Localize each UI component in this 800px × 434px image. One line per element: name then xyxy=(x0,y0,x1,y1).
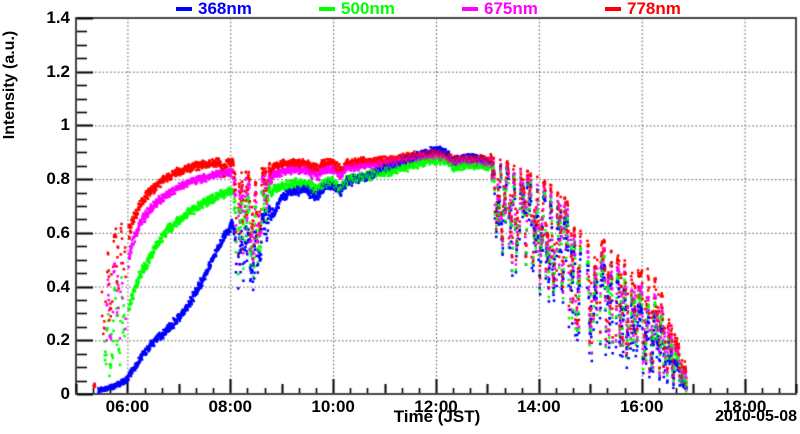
legend-entry-778nm: 778nm xyxy=(605,0,681,18)
x-tick-label: 14:00 xyxy=(517,397,561,416)
y-tick-label: 1.2 xyxy=(46,61,70,81)
x-tick-label: 16:00 xyxy=(619,397,664,416)
legend-line-swatch xyxy=(319,7,335,11)
x-tick-label: 08:00 xyxy=(208,397,253,416)
x-tick-label: 06:00 xyxy=(105,397,150,416)
legend-line-swatch xyxy=(462,7,478,11)
y-tick-label: 1 xyxy=(60,115,70,135)
legend-entry-500nm: 500nm xyxy=(319,0,395,18)
y-tick-label: 0 xyxy=(60,384,70,403)
x-tick-label: 12:00 xyxy=(414,397,458,416)
legend-label: 500nm xyxy=(341,0,395,18)
legend-line-swatch xyxy=(605,7,621,11)
legend-entry-675nm: 675nm xyxy=(462,0,538,18)
y-tick-label: 0.8 xyxy=(46,169,70,189)
y-tick-label: 0.6 xyxy=(46,222,70,242)
x-tick-label: 18:00 xyxy=(722,397,767,416)
date-label: 2010-05-08 xyxy=(715,408,797,425)
x-axis-title: Time (JST) xyxy=(393,407,481,426)
legend-entry-368nm: 368nm xyxy=(176,0,252,18)
legend-label: 778nm xyxy=(627,0,681,18)
x-tick-label: 10:00 xyxy=(311,397,355,416)
y-tick-label: 0.4 xyxy=(46,276,70,296)
legend-line-swatch xyxy=(176,7,192,11)
legend-label: 675nm xyxy=(484,0,538,18)
y-tick-label: 0.2 xyxy=(46,330,70,350)
legend-label: 368nm xyxy=(198,0,252,18)
y-tick-label: 1.4 xyxy=(46,8,70,27)
chart-legend: 368nm 500nm 675nm 778nm xyxy=(0,0,800,18)
